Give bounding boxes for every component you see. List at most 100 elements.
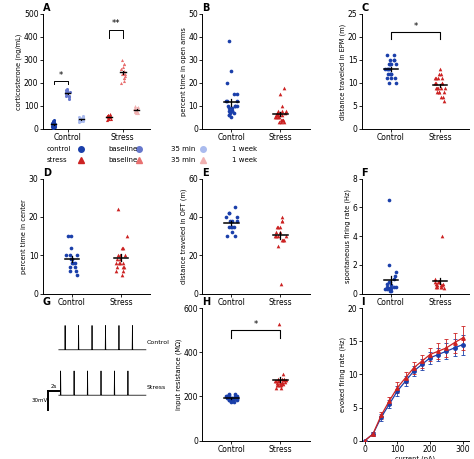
Text: H: H: [202, 297, 210, 308]
Point: [279, 217, 286, 224]
Point: [387, 61, 394, 68]
Point: [103, 112, 111, 120]
Point: [119, 244, 127, 252]
Point: [432, 280, 439, 287]
Text: A: A: [43, 3, 50, 13]
Point: [388, 70, 395, 78]
Point: [280, 84, 287, 91]
Point: [273, 382, 281, 389]
Point: [387, 70, 395, 78]
Point: [228, 217, 236, 224]
Point: [133, 105, 140, 112]
Point: [222, 393, 230, 400]
Point: [79, 116, 87, 123]
Point: [123, 232, 130, 240]
Point: [51, 123, 58, 130]
Point: [131, 106, 139, 113]
Point: [432, 283, 440, 290]
Point: [65, 92, 73, 99]
Y-axis label: distance traveled in EPM (m): distance traveled in EPM (m): [340, 23, 346, 119]
Point: [387, 287, 395, 295]
Text: control: control: [47, 146, 71, 151]
Point: [233, 98, 241, 105]
Point: [79, 116, 87, 123]
Point: [431, 276, 439, 283]
Point: [388, 75, 395, 82]
Point: [432, 79, 440, 87]
Point: [119, 63, 127, 70]
Point: [50, 118, 58, 126]
Point: [227, 68, 235, 75]
Point: [279, 116, 286, 123]
Point: [277, 280, 285, 288]
Point: [48, 119, 56, 127]
Point: [276, 380, 283, 387]
Point: [106, 114, 114, 121]
Point: [391, 75, 399, 82]
Point: [121, 252, 128, 259]
Point: [226, 107, 233, 114]
Point: [279, 380, 286, 387]
Point: [117, 65, 125, 73]
Point: [77, 117, 85, 124]
Point: [282, 376, 290, 384]
Point: [116, 252, 124, 259]
Point: [72, 259, 79, 267]
Point: [106, 112, 114, 120]
Point: [50, 119, 57, 127]
Point: [437, 281, 445, 289]
Point: [222, 213, 230, 221]
Point: [435, 279, 443, 286]
Point: [63, 90, 71, 97]
Point: [274, 107, 282, 114]
Y-axis label: percent time in open arms: percent time in open arms: [181, 27, 187, 116]
Point: [278, 217, 286, 224]
Point: [273, 223, 281, 230]
Point: [113, 263, 121, 270]
Point: [134, 103, 142, 111]
Point: [224, 232, 231, 240]
Point: [273, 380, 281, 387]
Point: [384, 284, 392, 291]
Point: [120, 77, 128, 84]
Point: [118, 271, 126, 278]
Point: [227, 217, 234, 224]
Point: [277, 116, 284, 123]
Point: [273, 114, 280, 121]
Point: [68, 232, 75, 240]
Point: [67, 244, 75, 252]
Point: [225, 223, 233, 230]
Point: [432, 84, 440, 91]
Point: [72, 267, 80, 274]
Point: [76, 115, 84, 122]
Point: [272, 114, 279, 121]
Point: [67, 256, 75, 263]
Point: [231, 232, 238, 240]
Text: *: *: [58, 71, 63, 79]
Point: [274, 232, 282, 240]
Point: [388, 284, 395, 291]
Point: [79, 116, 87, 123]
Point: [438, 75, 446, 82]
Point: [434, 84, 442, 91]
Point: [272, 232, 279, 240]
Point: [48, 122, 56, 129]
Point: [114, 206, 122, 213]
Point: [279, 107, 286, 114]
Point: [275, 320, 283, 327]
Point: [280, 118, 288, 126]
Point: [433, 89, 441, 96]
Point: [117, 65, 125, 73]
Point: [225, 38, 233, 45]
Point: [433, 281, 441, 289]
Point: [73, 271, 81, 278]
Point: [392, 283, 400, 290]
Point: [231, 393, 238, 400]
Point: [68, 259, 76, 267]
Point: [228, 394, 235, 401]
Point: [223, 394, 231, 401]
Point: [227, 398, 234, 406]
Point: [112, 267, 120, 274]
Point: [106, 110, 113, 118]
Point: [66, 263, 73, 270]
